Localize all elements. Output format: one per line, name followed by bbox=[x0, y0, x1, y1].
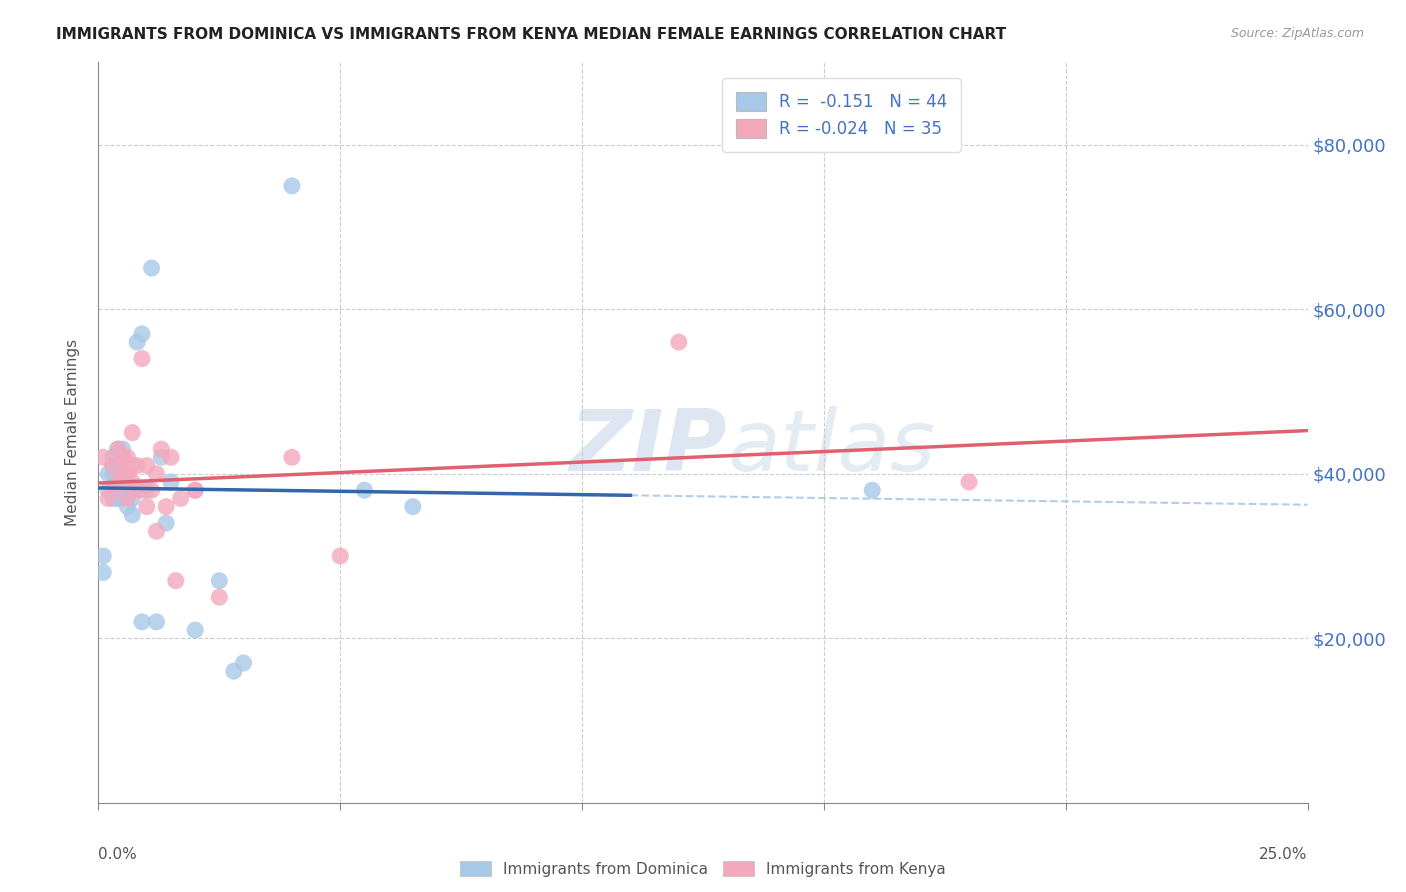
Point bbox=[107, 475, 129, 489]
Point bbox=[860, 483, 883, 498]
Point bbox=[111, 467, 134, 481]
Point bbox=[101, 483, 124, 498]
Point bbox=[145, 615, 167, 629]
Point bbox=[141, 483, 163, 498]
Point bbox=[135, 500, 157, 514]
Point bbox=[107, 483, 129, 498]
Point bbox=[117, 491, 139, 506]
Point bbox=[353, 483, 375, 498]
Point bbox=[107, 491, 129, 506]
Point bbox=[117, 467, 139, 481]
Point bbox=[107, 475, 129, 489]
Point bbox=[145, 524, 167, 539]
Point bbox=[150, 442, 173, 456]
Point bbox=[117, 450, 139, 465]
Point bbox=[91, 549, 114, 563]
Point bbox=[121, 491, 143, 506]
Point bbox=[111, 467, 134, 481]
Point bbox=[155, 516, 177, 530]
Point bbox=[107, 458, 129, 473]
Point bbox=[127, 483, 149, 498]
Point bbox=[135, 458, 157, 473]
Legend: R =  -0.151   N = 44, R = -0.024   N = 35: R = -0.151 N = 44, R = -0.024 N = 35 bbox=[723, 78, 960, 152]
Point bbox=[97, 483, 120, 498]
Point bbox=[97, 491, 120, 506]
Text: IMMIGRANTS FROM DOMINICA VS IMMIGRANTS FROM KENYA MEDIAN FEMALE EARNINGS CORRELA: IMMIGRANTS FROM DOMINICA VS IMMIGRANTS F… bbox=[56, 27, 1007, 42]
Point bbox=[117, 475, 139, 489]
Point bbox=[329, 549, 352, 563]
Point bbox=[127, 458, 149, 473]
Point bbox=[141, 261, 163, 276]
Text: atlas: atlas bbox=[727, 406, 935, 489]
Point bbox=[232, 656, 254, 670]
Point bbox=[91, 566, 114, 580]
Point bbox=[222, 664, 245, 678]
Point bbox=[111, 483, 134, 498]
Point bbox=[101, 483, 124, 498]
Text: Source: ZipAtlas.com: Source: ZipAtlas.com bbox=[1230, 27, 1364, 40]
Point bbox=[160, 475, 183, 489]
Text: ZIP: ZIP bbox=[569, 406, 727, 489]
Point bbox=[111, 450, 134, 465]
Point bbox=[169, 491, 191, 506]
Point bbox=[281, 178, 304, 193]
Point bbox=[111, 491, 134, 506]
Point bbox=[121, 458, 143, 473]
Legend: Immigrants from Dominica, Immigrants from Kenya: Immigrants from Dominica, Immigrants fro… bbox=[453, 853, 953, 884]
Point bbox=[111, 475, 134, 489]
Point bbox=[155, 500, 177, 514]
Point bbox=[135, 483, 157, 498]
Point bbox=[91, 450, 114, 465]
Point bbox=[117, 500, 139, 514]
Point bbox=[160, 450, 183, 465]
Point bbox=[117, 467, 139, 481]
Point bbox=[101, 450, 124, 465]
Point bbox=[121, 475, 143, 489]
Point bbox=[97, 467, 120, 481]
Text: 25.0%: 25.0% bbox=[1260, 847, 1308, 863]
Point bbox=[208, 590, 231, 604]
Point bbox=[121, 425, 143, 440]
Point bbox=[150, 450, 173, 465]
Point bbox=[131, 351, 153, 366]
Y-axis label: Median Female Earnings: Median Female Earnings bbox=[65, 339, 80, 526]
Point bbox=[107, 442, 129, 456]
Point bbox=[117, 483, 139, 498]
Point bbox=[101, 491, 124, 506]
Point bbox=[127, 335, 149, 350]
Point bbox=[184, 483, 207, 498]
Point bbox=[101, 467, 124, 481]
Point bbox=[402, 500, 425, 514]
Point bbox=[107, 442, 129, 456]
Point bbox=[957, 475, 980, 489]
Point bbox=[145, 467, 167, 481]
Point bbox=[668, 335, 690, 350]
Point bbox=[184, 623, 207, 637]
Point bbox=[111, 450, 134, 465]
Point bbox=[101, 458, 124, 473]
Point bbox=[111, 442, 134, 456]
Point bbox=[131, 615, 153, 629]
Point bbox=[131, 483, 153, 498]
Point bbox=[107, 467, 129, 481]
Text: 0.0%: 0.0% bbox=[98, 847, 138, 863]
Point bbox=[208, 574, 231, 588]
Point bbox=[131, 326, 153, 341]
Point bbox=[165, 574, 187, 588]
Point bbox=[101, 458, 124, 473]
Point bbox=[121, 508, 143, 522]
Point bbox=[281, 450, 304, 465]
Point bbox=[184, 483, 207, 498]
